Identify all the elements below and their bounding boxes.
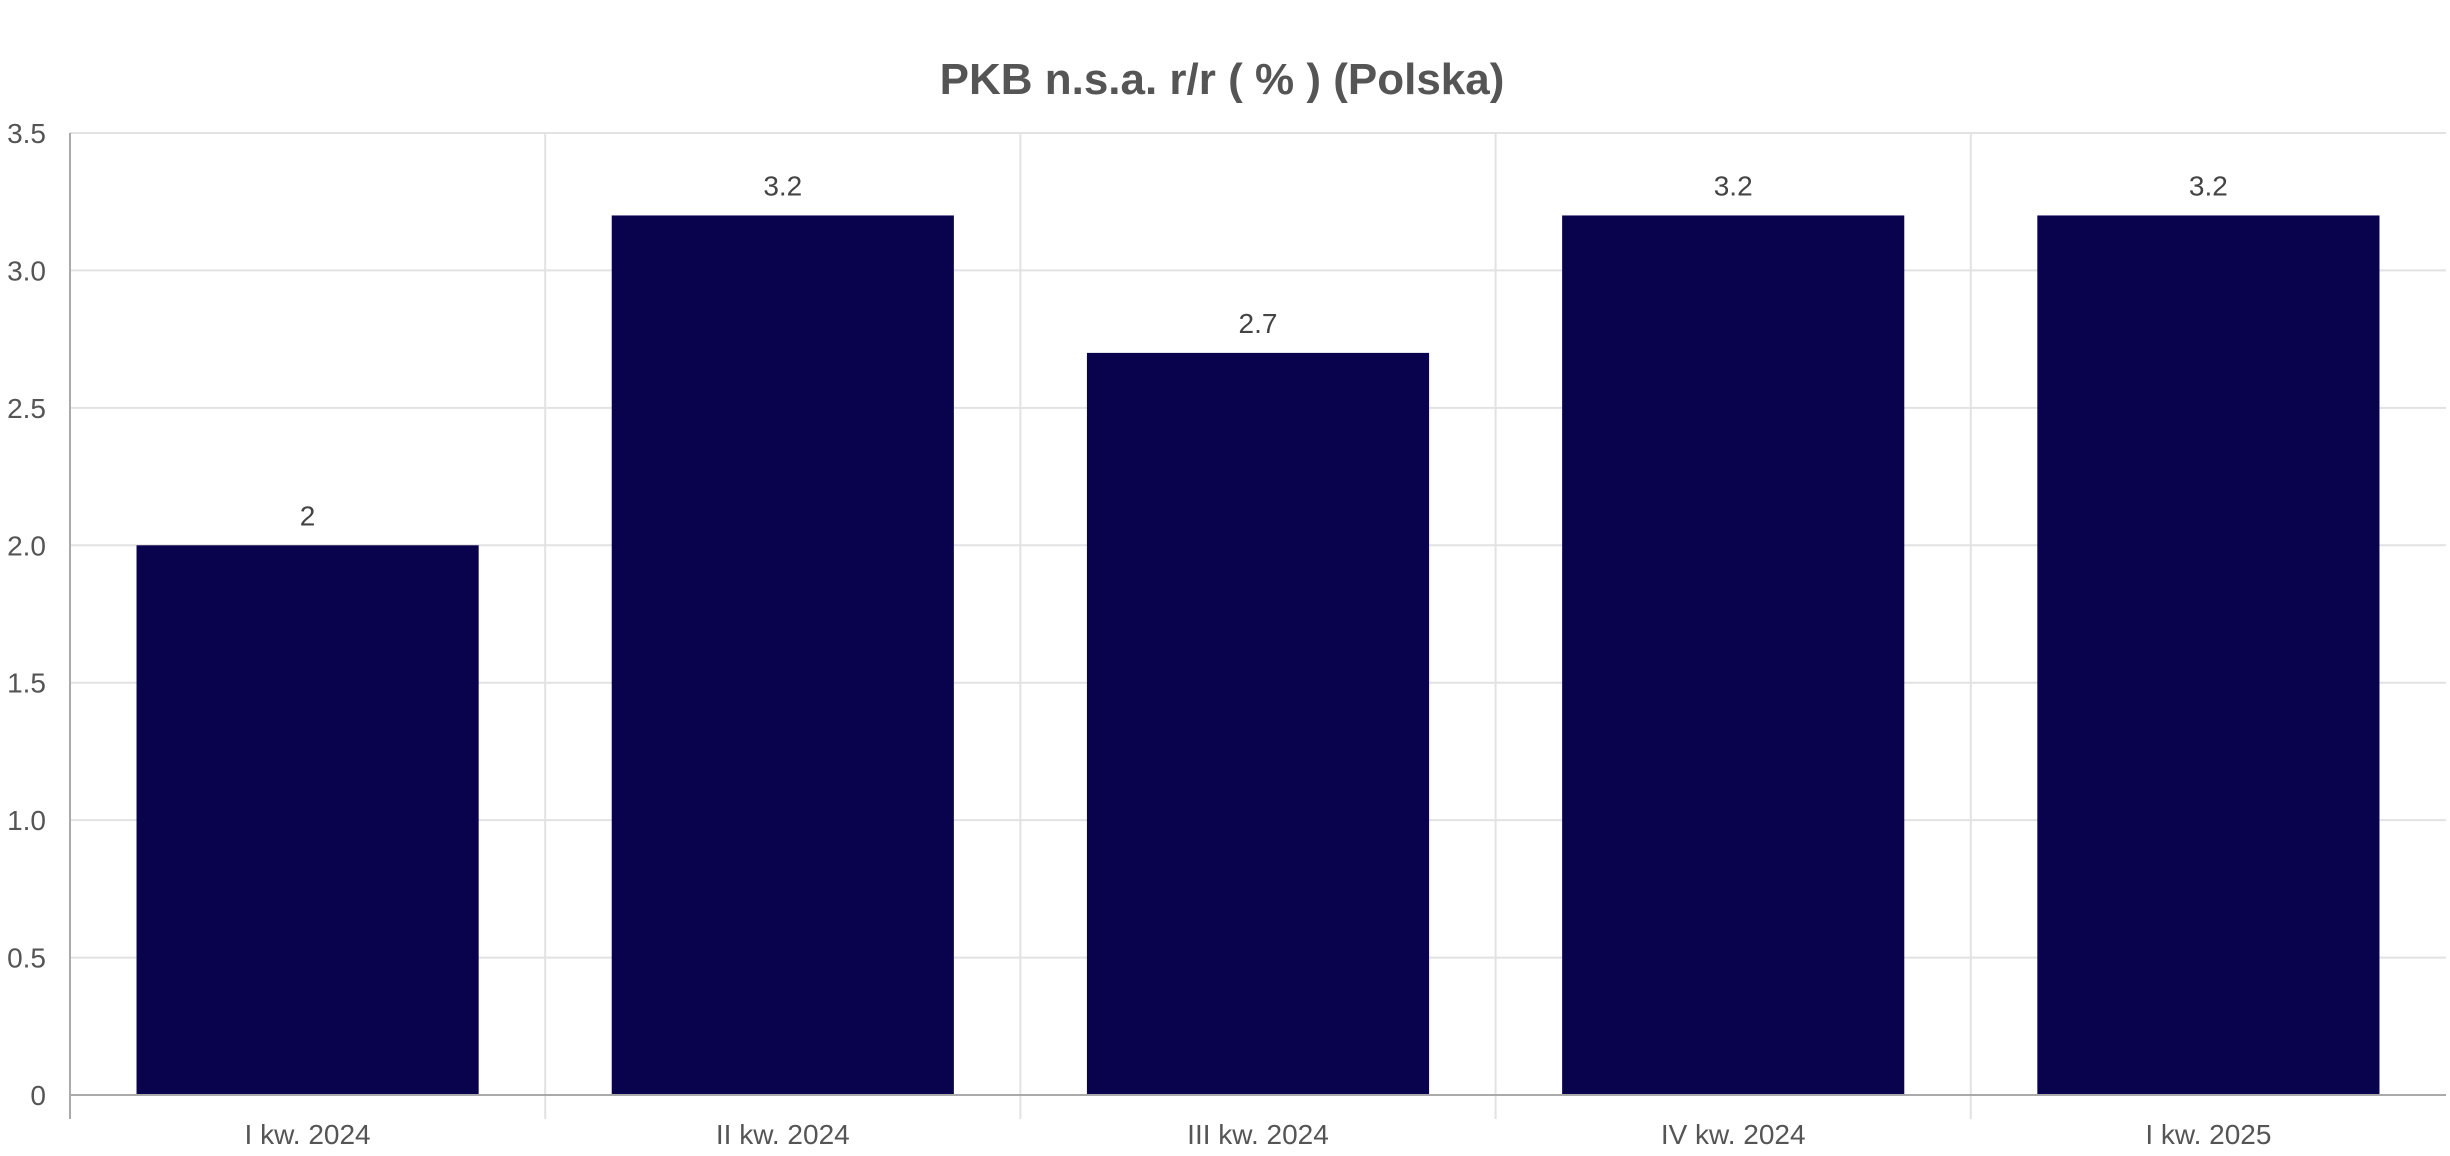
bars: [136, 215, 2380, 1095]
y-tick-label: 1.0: [7, 805, 46, 836]
x-tick-label: I kw. 2025: [2145, 1119, 2271, 1150]
data-label: 2: [300, 500, 316, 531]
chart-title: PKB n.s.a. r/r ( % ) (Polska): [940, 55, 1505, 104]
y-tick-label: 0.5: [7, 943, 46, 974]
y-tick-label: 3.5: [7, 118, 46, 149]
axes: [69, 133, 2446, 1119]
y-tick-label: 2.0: [7, 530, 46, 561]
x-tick-label: III kw. 2024: [1187, 1119, 1329, 1150]
bar: [1562, 215, 1905, 1095]
bar: [136, 545, 479, 1095]
bar: [1086, 352, 1430, 1095]
data-label: 3.2: [763, 170, 802, 201]
data-label: 3.2: [2189, 170, 2228, 201]
y-tick-label: 1.5: [7, 668, 46, 699]
y-tick-label: 2.5: [7, 393, 46, 424]
y-tick-label: 3.0: [7, 255, 46, 286]
labels: 0 0.5 1.0 1.5 2.0 2.5 3.0 3.5 2 I kw. 2024 3.2 II k…: [7, 118, 2271, 1150]
bar: [2037, 215, 2380, 1095]
data-label: 2.7: [1239, 308, 1278, 339]
bar: [611, 215, 954, 1095]
data-label: 3.2: [1714, 170, 1753, 201]
x-tick-label: IV kw. 2024: [1661, 1119, 1806, 1150]
x-tick-label: II kw. 2024: [716, 1119, 850, 1150]
y-tick-label: 0: [30, 1080, 46, 1111]
x-tick-label: I kw. 2024: [245, 1119, 371, 1150]
